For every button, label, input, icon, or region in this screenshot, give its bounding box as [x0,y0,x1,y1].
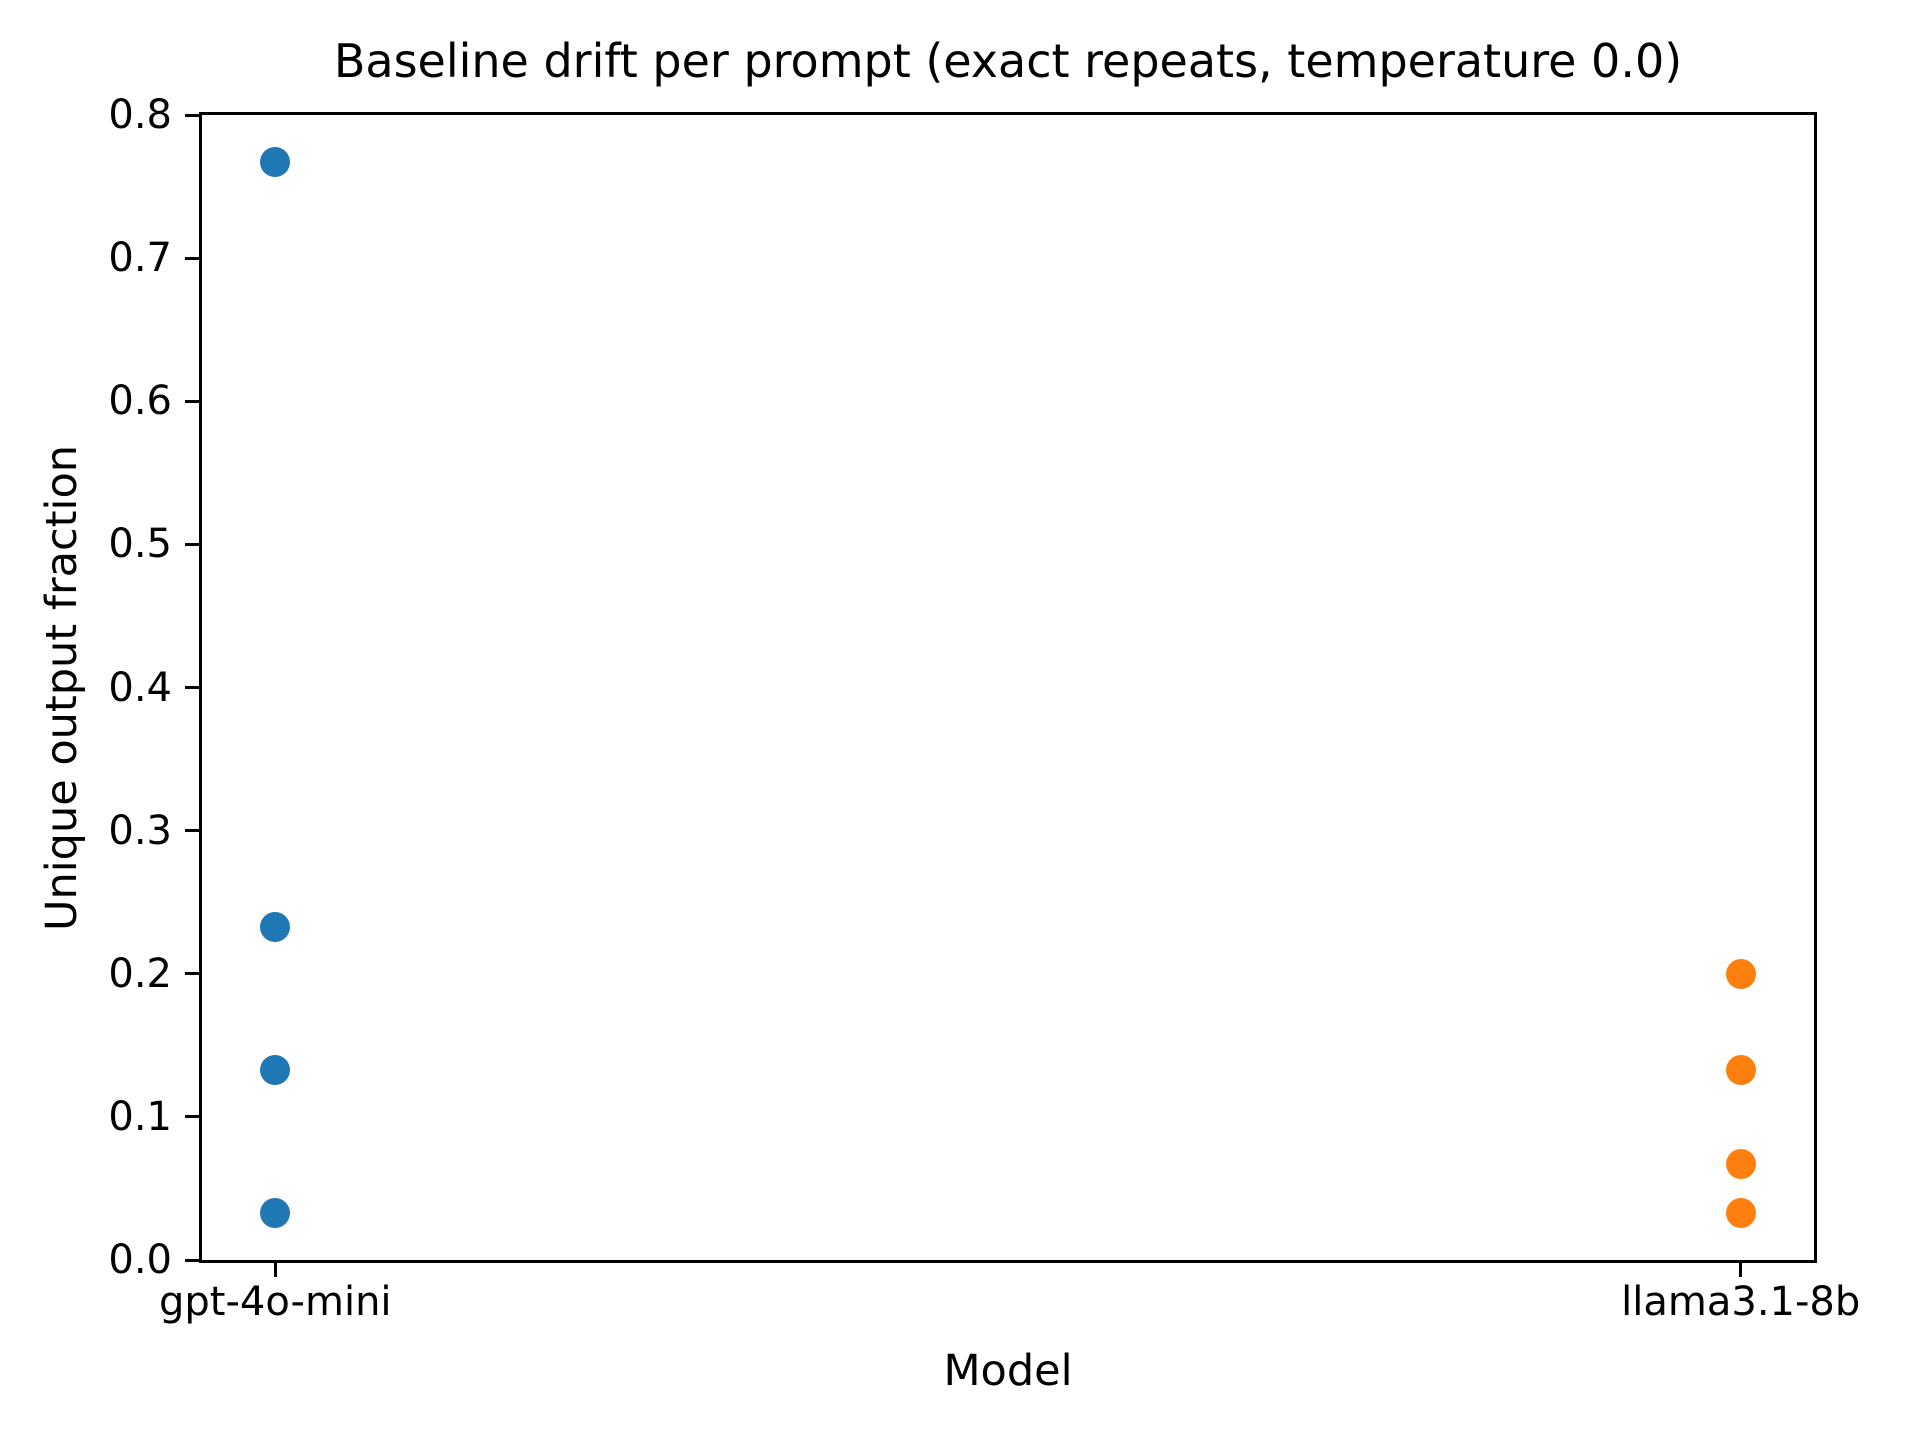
x-axis-label: Model [943,1346,1073,1396]
x-axis-tick [1739,1263,1743,1277]
x-tick-label-llama3.1-8b: llama3.1-8b [1621,1279,1861,1325]
x-axis-tick [273,1263,277,1277]
data-point-llama3.1-8b [1725,1054,1756,1085]
y-tick-label: 0.3 [108,807,172,854]
y-axis-tick [185,113,199,117]
y-tick-label: 0.4 [108,664,172,711]
y-axis-label: Unique output fraction [37,444,88,932]
y-axis-tick [185,542,199,546]
data-point-llama3.1-8b [1725,1149,1756,1180]
y-tick-label: 0.5 [108,521,172,568]
y-tick-label: 0.7 [108,235,172,282]
y-axis-tick [185,972,199,976]
y-tick-label: 0.6 [108,378,172,425]
y-axis-tick [185,256,199,260]
y-axis-tick [185,399,199,403]
x-tick-label-gpt-4o-mini: gpt-4o-mini [158,1279,392,1325]
y-axis-tick [185,1258,199,1262]
y-tick-label: 0.8 [108,92,172,138]
plot-area: 0.0 0.1 0.2 0.3 0.4 0.5 0.6 0.7 0.8 gpt-4o-mini ll… [108,95,1860,1322]
data-point-gpt-4o-mini [260,1054,291,1085]
y-axis-tick [185,686,199,689]
y-tick-label: 0.1 [108,1093,172,1140]
y-tick-label: 0.0 [108,1237,172,1283]
chart-title: Baseline drift per prompt (exact repeats… [333,34,1683,88]
data-point-gpt-4o-mini [260,147,291,178]
data-point-gpt-4o-mini [260,911,291,942]
data-point-gpt-4o-mini [260,1197,291,1228]
data-point-llama3.1-8b [1725,1197,1756,1228]
data-point-llama3.1-8b [1725,958,1756,989]
y-axis-tick [185,1115,199,1119]
y-axis-tick [185,829,199,833]
y-tick-label: 0.2 [108,950,172,997]
